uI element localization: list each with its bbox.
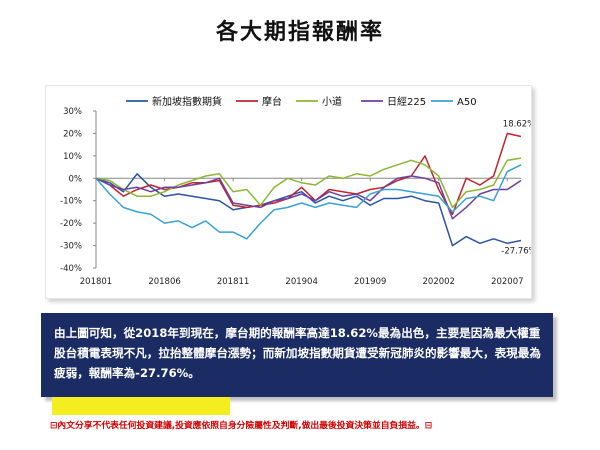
disclaimer-marker-icon: ⊟ xyxy=(50,421,58,431)
x-tick-label: 201904 xyxy=(285,277,317,287)
y-tick-label: 10% xyxy=(63,152,82,162)
x-tick-label: 201801 xyxy=(80,277,112,287)
summary-text: 由上圖可知，從2018年到現在，摩台期的報酬率高達18.62%最為出色，主要是因… xyxy=(54,326,541,380)
y-tick-label: 30% xyxy=(63,107,82,117)
disclaimer: ⊟內文分享不代表任何投資建議,投資應依照自身分險屬性及判斷,做出最後投資決策並自… xyxy=(50,418,570,431)
x-tick-label: 201909 xyxy=(354,277,386,287)
series-line-5 xyxy=(95,164,522,240)
y-tick-label: -10% xyxy=(60,197,82,207)
x-tick-label: 201806 xyxy=(148,277,180,287)
legend-label: A50 xyxy=(457,97,477,108)
series-line-4 xyxy=(95,175,522,220)
data-annotation: -27.76% xyxy=(501,247,531,257)
page-title: 各大期指報酬率 xyxy=(215,20,384,45)
x-tick-label: 202002 xyxy=(423,277,455,287)
legend-label: 摩台 xyxy=(262,95,282,108)
summary-box xyxy=(41,313,553,397)
x-tick-label: 201811 xyxy=(217,277,249,287)
series-line-3 xyxy=(95,157,522,209)
y-tick-label: 0% xyxy=(69,174,83,184)
data-annotation: 18.62% xyxy=(503,120,531,130)
y-tick-label: -20% xyxy=(60,219,82,229)
x-tick-label: 202007 xyxy=(491,277,523,287)
yellow-accent-bar xyxy=(52,397,230,415)
y-tick-label: -40% xyxy=(60,264,82,274)
returns-line-chart: 30% 20% 10% 0% -10% -20% -30% -40% 201801 201806 2… xyxy=(60,95,531,287)
legend-label: 新加坡指數期貨 xyxy=(152,95,222,108)
disclaimer-marker-icon: ⊟ xyxy=(424,421,433,431)
y-tick-label: -30% xyxy=(60,242,82,252)
legend-label: 日經225 xyxy=(387,95,426,108)
disclaimer-text: 內文分享不代表任何投資建議,投資應依照自身分險屬性及判斷,做出最後投資決策並自負… xyxy=(57,421,425,431)
legend-label: 小道 xyxy=(322,95,342,108)
chart-panel: 30% 20% 10% 0% -10% -20% -30% -40% 201801 201806 2… xyxy=(45,85,532,299)
y-tick-label: 20% xyxy=(63,129,82,139)
